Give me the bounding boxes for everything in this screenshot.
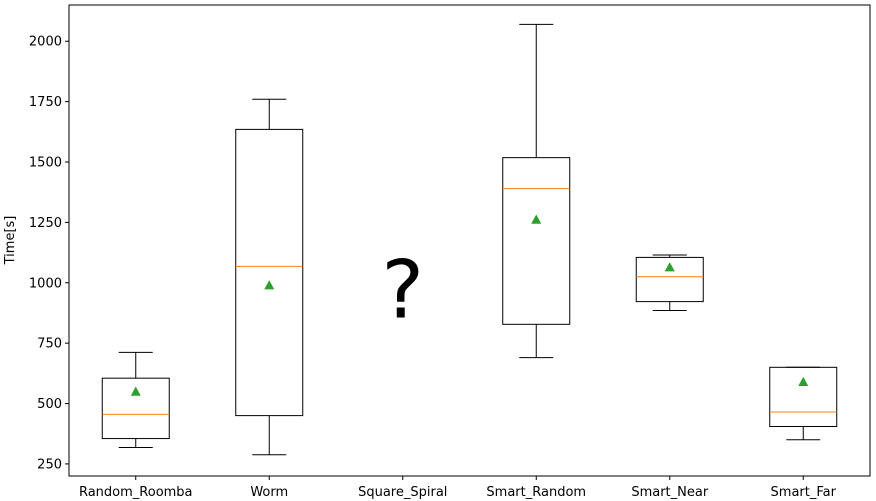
question-mark-annotation: ? [382, 244, 424, 337]
mean-marker [264, 280, 275, 290]
y-tick-label: 500 [37, 397, 62, 412]
x-tick-label: Square_Spiral [358, 485, 447, 500]
y-tick-label: 1000 [29, 276, 62, 291]
x-tick-label: Smart_Random [486, 485, 586, 500]
annotations-layer: ? [382, 244, 424, 337]
y-tick-label: 1750 [29, 95, 62, 110]
x-tick-label: Worm [250, 485, 288, 500]
box-smart-far [769, 366, 838, 441]
boxes-layer [101, 23, 838, 456]
mean-marker [664, 262, 675, 272]
y-tick-label: 2000 [29, 35, 62, 50]
y-axis-label: Time[s] [3, 216, 18, 266]
y-tick-label: 1500 [29, 156, 62, 171]
x-axis: Random_Roomba Worm Square_Spiral Smart_Rand… [79, 476, 837, 500]
y-tick-label: 1250 [29, 216, 62, 231]
iqr-box [769, 366, 838, 427]
box-random-roomba [101, 351, 170, 448]
y-tick-label: 750 [37, 337, 62, 352]
mean-marker [130, 386, 141, 396]
box-smart-random [502, 23, 571, 359]
iqr-box [635, 256, 704, 303]
y-axis: 250 500 750 1000 1250 1500 1750 2000 [29, 35, 69, 472]
iqr-box [101, 377, 170, 440]
x-tick-label: Random_Roomba [79, 485, 193, 500]
y-tick-label: 250 [37, 457, 62, 472]
x-tick-label: Smart_Near [631, 485, 709, 500]
box-worm [235, 98, 304, 456]
mean-marker [798, 376, 809, 387]
box-smart-near [635, 254, 704, 312]
x-tick-label: Smart_Far [771, 485, 837, 500]
plot-frame [68, 4, 871, 477]
mean-marker [531, 214, 542, 224]
iqr-box [502, 157, 571, 325]
plot-background [69, 5, 870, 476]
iqr-box [235, 128, 304, 417]
